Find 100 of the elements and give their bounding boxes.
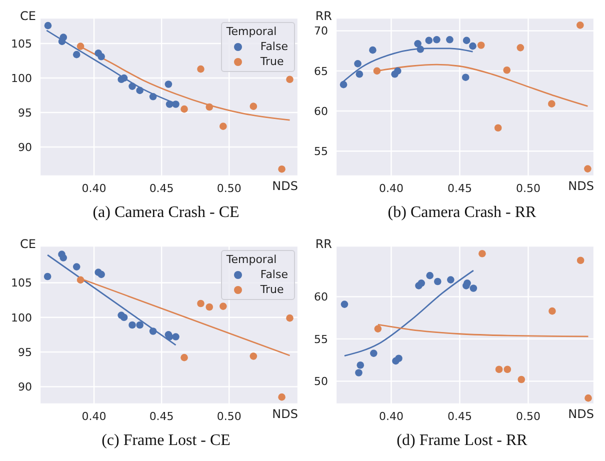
y-tick-label: 70 [314, 24, 328, 38]
legend-title: Temporal [226, 252, 278, 267]
point [356, 70, 364, 78]
y-tick-label: 65 [314, 64, 328, 78]
y-tick-label: 105 [11, 37, 32, 50]
y-tick-label: 90 [18, 140, 32, 154]
point [504, 366, 512, 374]
y-tick-label: 60 [314, 104, 328, 118]
point [278, 165, 286, 173]
point [72, 263, 80, 270]
point [470, 284, 478, 292]
x-tick-label: 0.45 [149, 410, 174, 423]
point [60, 254, 68, 262]
point [495, 366, 503, 374]
x-tick-label: 0.40 [82, 182, 106, 195]
point [250, 102, 258, 110]
point [395, 354, 402, 362]
point [206, 103, 214, 111]
y-tick-label: 55 [314, 145, 328, 158]
point [128, 321, 136, 329]
point [149, 328, 157, 335]
legend-title: Temporal [226, 24, 278, 39]
x-tick-label: 0.40 [82, 410, 106, 423]
point [503, 66, 511, 74]
point [206, 303, 214, 311]
point [44, 272, 52, 280]
legend-label: True [260, 54, 284, 69]
point [356, 361, 364, 369]
point [278, 393, 286, 401]
point [98, 270, 105, 278]
point [354, 60, 362, 68]
point [76, 42, 84, 50]
point [576, 256, 584, 264]
x-axis-title: NDS [272, 407, 298, 421]
y-tick-label: 95 [18, 106, 32, 120]
point [462, 36, 470, 44]
y-tick-label: 90 [18, 380, 32, 394]
point [286, 76, 294, 84]
point [166, 100, 174, 108]
point [98, 52, 105, 60]
point [340, 80, 348, 88]
point [370, 350, 378, 357]
point [220, 302, 227, 310]
point [172, 100, 180, 108]
point [548, 307, 556, 315]
point [477, 42, 485, 49]
point [494, 124, 502, 132]
x-tick-label: 0.40 [378, 410, 404, 423]
point [425, 36, 433, 44]
point [149, 93, 157, 100]
point [462, 74, 470, 81]
point [584, 394, 592, 402]
point [76, 276, 84, 284]
legend-label: True [260, 282, 284, 297]
point [172, 333, 180, 340]
point [584, 165, 592, 172]
point [416, 46, 424, 53]
x-axis-title: NDS [272, 179, 298, 193]
y-tick-label: 95 [18, 346, 32, 359]
text: (b) Camera Crash - RR [386, 204, 538, 222]
point [220, 122, 227, 130]
point [418, 280, 426, 287]
point [426, 272, 434, 280]
x-tick-label: 0.50 [516, 410, 540, 423]
point [447, 276, 454, 284]
x-tick-label: 0.45 [447, 182, 472, 195]
point [478, 250, 486, 258]
point [340, 300, 348, 308]
text: (c) Frame Lost - CE [100, 432, 232, 450]
point [464, 280, 471, 287]
point [518, 376, 526, 384]
point [516, 44, 524, 52]
y-tick-label: 105 [11, 276, 32, 290]
point [286, 314, 294, 322]
point [164, 80, 172, 88]
point [44, 22, 52, 30]
line-series [344, 270, 474, 357]
point [373, 67, 381, 75]
legend-label: False [260, 39, 288, 54]
y-tick-label: 100 [11, 311, 32, 324]
point [250, 352, 258, 360]
point [446, 36, 454, 44]
point [180, 354, 188, 362]
y-axis-title: RR [315, 237, 332, 251]
point [136, 321, 144, 329]
point [374, 325, 382, 332]
point [60, 34, 68, 41]
point [128, 82, 136, 90]
point [136, 86, 144, 94]
point [72, 50, 80, 58]
x-tick-label: 0.45 [447, 410, 472, 423]
point [369, 46, 376, 54]
x-axis-title: NDS [568, 407, 594, 421]
point [434, 278, 442, 286]
x-tick-label: 0.50 [216, 182, 242, 195]
text: (a) Camera Crash - CE [92, 204, 240, 222]
point [197, 65, 204, 73]
x-tick-label: 0.50 [516, 182, 540, 195]
point [180, 105, 188, 113]
x-tick-label: 0.40 [378, 182, 404, 195]
